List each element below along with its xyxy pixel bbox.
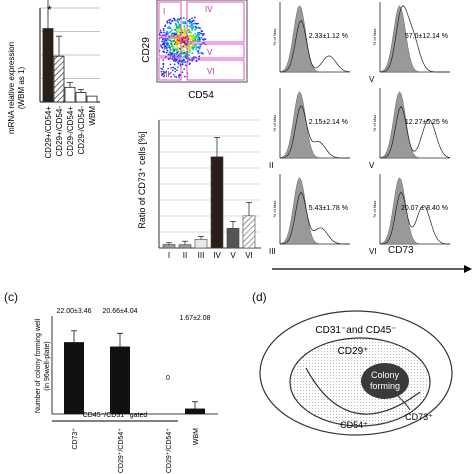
venn-diagram: CD31⁻and CD45⁻ CD29⁺ Colony forming CD54… [259, 310, 453, 436]
histogram-3: % of Max 12.27±5.25 % V [369, 88, 451, 170]
significance-star: * [47, 3, 52, 17]
histogram-row-label-3: V [369, 161, 375, 170]
gate-label-III: III [163, 70, 170, 79]
histogram-2: % of Max 2.15±2.14 % II [269, 88, 351, 170]
venn-cd29-ellipse [289, 337, 431, 427]
mrna-bar-0 [42, 28, 54, 103]
colony-category-1: CD29⁺/CD54⁺ [118, 428, 125, 473]
venn-colony-ellipse [361, 363, 409, 399]
cd73-histogram-grid: % of Max 2.33±1.12 % % of Max 57.0±12.14 % V… [269, 2, 451, 256]
histogram-value-0: 2.33±1.12 % [309, 33, 348, 40]
mrna-category-2: CD29-/CD54+ [66, 106, 75, 157]
ratio-category-II: II [183, 251, 187, 260]
mrna-category-3: CD29-/CD54- [77, 106, 86, 155]
histogram-value-4: 5.43±1.78 % [309, 205, 348, 212]
colony-value-2: 0 [166, 375, 170, 382]
histogram-row-label-4: III [269, 247, 276, 256]
gate-I [158, 1, 182, 37]
gated-label: CD45⁻/CD31⁻ gated [83, 412, 148, 419]
venn-colony-label-1: Colony [371, 370, 400, 380]
gate-VI [186, 59, 245, 81]
svg-text:% of Max: % of Max [372, 29, 377, 46]
histogram-value-5: 20.07 ± 8.40 % [401, 205, 448, 212]
histogram-row-label-5: VI [369, 247, 377, 256]
ratio-bar-IV [210, 156, 224, 249]
histogram-1: % of Max 57.0±12.14 % V [369, 2, 450, 84]
ratio-bar-II [178, 244, 192, 249]
colony-bar-1 [110, 346, 130, 414]
histogram-0: % of Max 2.33±1.12 % [272, 2, 351, 73]
venn-cd29-label: CD29⁺ [338, 346, 369, 357]
panel-c-label: (c) [4, 290, 18, 304]
colony-category-3: WBM [193, 428, 200, 445]
mrna-bar-3 [75, 92, 87, 103]
panel-c-colony-chart: Number of colony forming well (in 96well… [35, 308, 218, 473]
mrna-bar-4 [86, 95, 98, 103]
svg-text:% of Max: % of Max [272, 29, 277, 46]
ratio-bar-III [194, 239, 208, 249]
venn-outer-label: CD31⁻and CD45⁻ [315, 325, 396, 336]
gate-IV [186, 1, 245, 43]
colony-value-3: 1.67±2.08 [179, 315, 210, 322]
gate-label-V: V [207, 48, 213, 57]
mrna-bar-1 [53, 55, 65, 103]
ratio-bar-I [162, 244, 176, 249]
ratio-category-V: V [230, 251, 236, 260]
svg-text:% of Max: % of Max [372, 115, 377, 132]
gate-III [158, 57, 182, 81]
svg-text:% of Max: % of Max [372, 201, 377, 218]
venn-colony-label-2: forming [370, 381, 400, 391]
flow-cytometry-plot: CD29 I II III IV V VI CD54 [141, 0, 248, 101]
histogram-row-label-1: V [369, 75, 375, 84]
histogram-value-3: 12.27±5.25 % [405, 119, 448, 126]
venn-cd54-label: CD54⁺ [340, 420, 368, 430]
histogram-xlabel: CD73 [388, 245, 414, 256]
ratio-ylabel: Ratio of CD73⁺ cells [%] [137, 131, 147, 228]
ratio-category-IV: IV [213, 251, 221, 260]
histogram-value-1: 57.0±12.14 % [405, 33, 448, 40]
ratio-category-VI: VI [245, 251, 253, 260]
ratio-bar-VI [242, 215, 256, 249]
flow-xlabel: CD54 [188, 90, 214, 101]
gate-label-VI: VI [207, 67, 215, 76]
histogram-4: % of Max 5.43±1.78 % III [269, 174, 351, 256]
panel-b-ratio-chart: Ratio of CD73⁺ cells [%] I II III IV V VI [137, 119, 261, 260]
colony-category-0: CD73⁺ [72, 428, 79, 450]
venn-cd73-label: CD73⁺ [405, 412, 433, 422]
panel-d-label: (d) [252, 290, 267, 304]
histogram-row-label-2: II [269, 161, 273, 170]
histogram-5: % of Max 20.07 ± 8.40 % VI [369, 174, 451, 256]
ratio-bar-V [226, 228, 240, 249]
colony-bar-3 [185, 408, 205, 414]
svg-text:% of Max: % of Max [272, 201, 277, 218]
colony-value-1: 20.66±4.04 [103, 308, 138, 315]
gate-label-II: II [163, 43, 167, 52]
panel-a-ylabel-2: (WBM as 1) [17, 67, 26, 110]
panel-a-mrna-chart: * mRNA relative expression (WBM as 1) CD… [7, 0, 100, 159]
svg-text:% of Max: % of Max [272, 115, 277, 132]
gate-V [186, 43, 245, 59]
panel-a-ylabel-1: mRNA relative expression [7, 42, 16, 134]
mrna-bar-2 [64, 86, 76, 103]
ratio-category-III: III [198, 251, 205, 260]
ratio-category-I: I [168, 251, 170, 260]
gate-label-IV: IV [205, 5, 213, 14]
colony-value-0: 22.00±3.46 [57, 308, 92, 315]
panel-c-ylabel-2: (in 96well-plate) [44, 341, 51, 390]
mrna-category-1: CD29+/CD54- [55, 106, 64, 157]
gate-label-I: I [163, 7, 165, 16]
panel-c-ylabel-1: Number of colony forming well [35, 318, 42, 413]
mrna-category-4: WBM [88, 106, 97, 126]
flow-ylabel: CD29 [141, 37, 152, 63]
colony-category-2: CD29⁺/CD54⁺ [166, 428, 173, 473]
cd73-axis [272, 265, 472, 273]
histogram-value-2: 2.15±2.14 % [309, 119, 348, 126]
colony-bar-0 [64, 342, 84, 414]
mrna-category-0: CD29+/CD54+ [44, 106, 53, 159]
gate-II [158, 37, 182, 57]
